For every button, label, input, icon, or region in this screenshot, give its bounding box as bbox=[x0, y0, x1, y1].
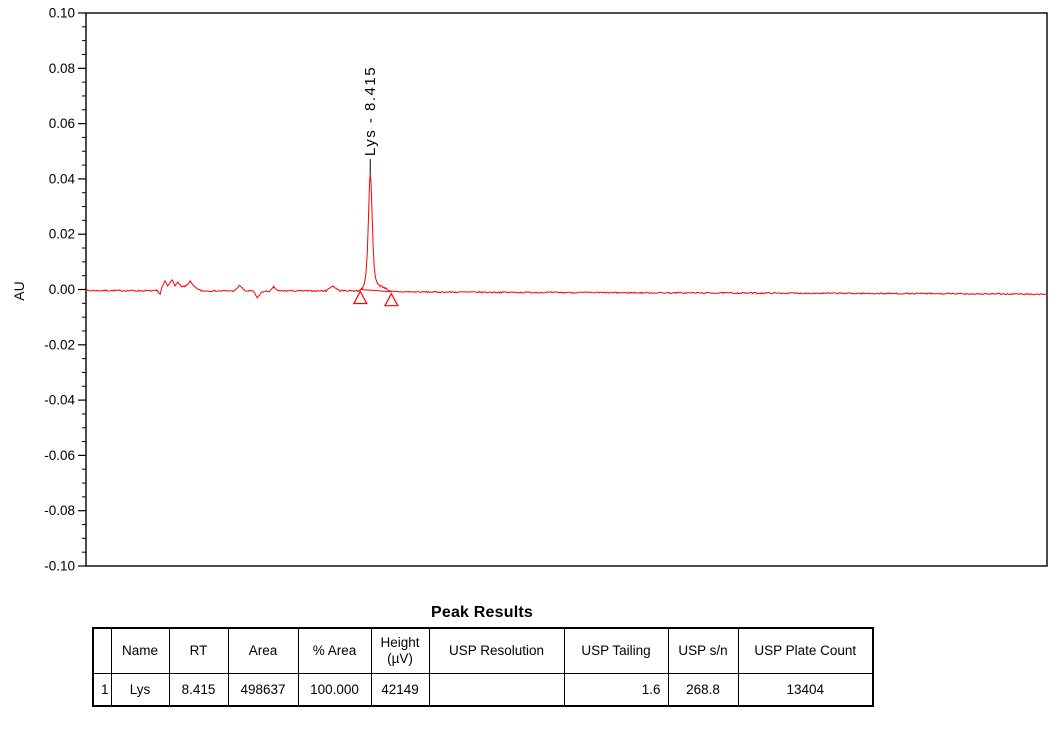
header-col-usp-tailing: USP Tailing bbox=[563, 627, 669, 674]
y-axis-tick-label: -0.04 bbox=[44, 393, 75, 408]
table-header-row: Name RT Area% Area Height (µV) USP Resolutio… bbox=[92, 627, 874, 674]
cell-col-index: 1 bbox=[92, 673, 112, 707]
y-axis-tick-label: 0.04 bbox=[49, 171, 76, 186]
header-col-index bbox=[92, 627, 112, 674]
header-col-rt: RT bbox=[168, 627, 229, 674]
peak-results-section: Peak Results Name RT Area% Area Height (µV)… bbox=[92, 604, 874, 707]
cell-col-height: 42149 bbox=[370, 673, 430, 707]
chromatogram-plot: 0.10 0.08 0.06 0.04 0.02 0.00 -0.02 -0.04 -0.06 -… bbox=[11, 6, 1048, 574]
y-axis-tick-label: 0.06 bbox=[49, 116, 75, 131]
peak-annotation: Lys - 8.415 bbox=[362, 66, 379, 156]
chromatogram-svg: 0.10 0.08 0.06 0.04 0.02 0.00 -0.02 -0.04 -0.06 -… bbox=[11, 6, 1048, 574]
cell-col-area: 498637 bbox=[227, 673, 299, 707]
header-col-height: Height (µV) bbox=[370, 627, 430, 674]
y-axis-tick-label: -0.06 bbox=[44, 448, 75, 463]
y-axis-title: AU bbox=[11, 281, 27, 300]
plot-border bbox=[85, 12, 1048, 567]
table-row: 1 Lys 8.415 498637 100.000 42149 1.6 268.8 13404 bbox=[92, 673, 874, 707]
peak-end-marker bbox=[383, 292, 399, 307]
header-col-pct-area: % Area bbox=[297, 627, 372, 674]
y-axis-tick-label: -0.02 bbox=[44, 337, 75, 352]
header-col-usp-resolution: USP Resolution bbox=[428, 627, 565, 674]
y-axis-tick-label: 0.02 bbox=[49, 227, 75, 242]
y-axis-tick-label: -0.10 bbox=[44, 559, 75, 574]
cell-col-rt: 8.415 bbox=[168, 673, 229, 707]
peak-results-table: Name RT Area% Area Height (µV) USP Resolutio… bbox=[92, 627, 874, 707]
y-axis-tick-label: -0.08 bbox=[44, 503, 75, 518]
cell-col-pct-area: 100.000 bbox=[297, 673, 372, 707]
y-axis-tick-label: 0.10 bbox=[49, 6, 75, 21]
header-col-name: Name bbox=[110, 627, 170, 674]
y-axis-tick-label: 0.00 bbox=[49, 282, 75, 297]
peak-start-marker bbox=[352, 290, 368, 305]
chromatogram-trace bbox=[85, 172, 1048, 299]
y-axis-tick-label: 0.08 bbox=[49, 61, 75, 76]
peak-results-title: Peak Results bbox=[430, 604, 533, 621]
cell-col-usp-sn: 268.8 bbox=[667, 673, 739, 707]
header-col-usp-sn: USP s/n bbox=[667, 627, 739, 674]
cell-col-usp-tailing: 1.6 bbox=[563, 673, 669, 707]
header-col-usp-plate-count: USP Plate Count bbox=[737, 627, 874, 674]
header-col-area: Area bbox=[227, 627, 299, 674]
integration-baseline bbox=[360, 289, 392, 293]
cell-col-usp-resolution bbox=[428, 673, 565, 707]
cell-col-name: Lys bbox=[110, 673, 170, 707]
cell-col-usp-plate-count: 13404 bbox=[737, 673, 874, 707]
